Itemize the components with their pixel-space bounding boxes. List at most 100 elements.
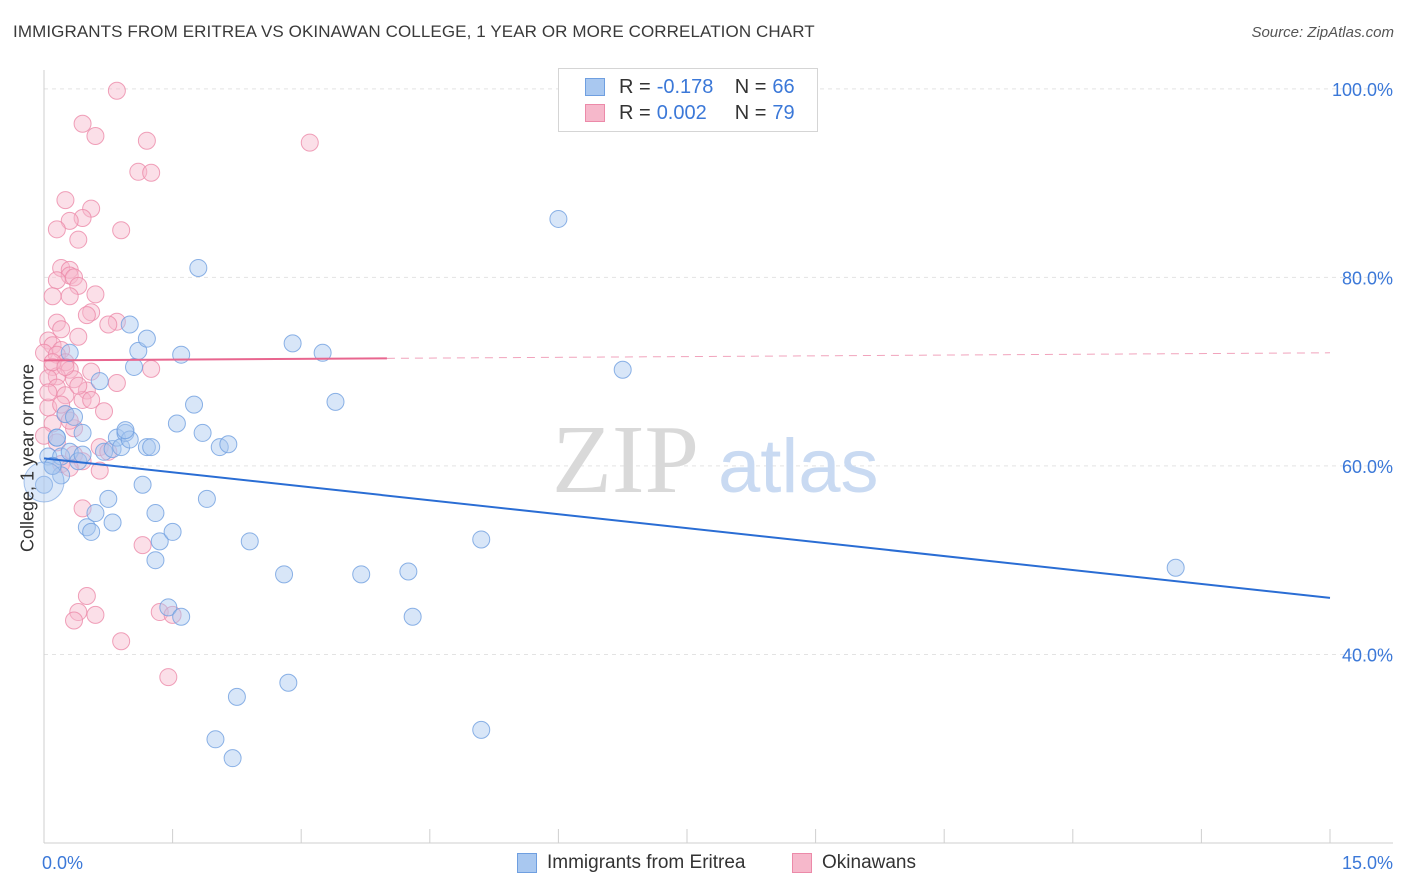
okinawans-point [86,605,105,624]
eritrea-point [116,421,135,440]
legend-r-value: 0.002 [656,101,707,124]
legend-r-label: R = [619,101,651,124]
okinawans-point [39,383,58,402]
legend-row-okinawans: R = 0.002 N = 79 [585,100,795,126]
legend-item-eritrea[interactable]: Immigrants from Eritrea [517,852,745,874]
x-tick-label: 15.0% [1342,853,1393,873]
okinawans-point [90,461,109,480]
eritrea-point [163,522,182,541]
okinawans-point [107,81,126,100]
legend-n-value: 79 [772,101,795,124]
eritrea-point [120,430,139,449]
eritrea-point [150,532,169,551]
okinawans-point [69,603,88,622]
eritrea-point [99,489,118,508]
okinawans-point [137,131,156,150]
okinawans-point [142,359,161,378]
legend-swatch-blue [517,853,537,873]
eritrea-point [352,565,371,584]
eritrea-point [35,475,53,494]
eritrea-point [613,360,632,379]
okinawans-trend-line [43,357,387,362]
eritrea-point [82,522,101,541]
legend-label-okinawans: Okinawans [822,852,916,873]
eritrea-point [549,209,568,228]
okinawans-point [300,133,319,152]
legend-label-eritrea: Immigrants from Eritrea [547,852,746,873]
eritrea-points [23,209,1185,768]
okinawans-point [99,315,118,334]
okinawans-point [69,376,88,395]
watermark-atlas: atlas [718,424,879,509]
okinawans-point [159,668,178,687]
eritrea-point [60,343,79,362]
okinawans-points [35,81,319,687]
eritrea-point [1166,558,1185,577]
eritrea-point [197,489,216,508]
eritrea-point [103,513,122,532]
okinawans-point [56,386,75,405]
okinawans-point [86,126,105,145]
axes [43,70,1393,844]
eritrea-point [240,532,259,551]
okinawans-point [52,320,71,339]
eritrea-point [206,730,225,749]
eritrea-point [185,395,204,414]
okinawans-point [52,395,71,414]
eritrea-point [137,438,156,457]
eritrea-point [90,372,109,391]
okinawans-point [69,327,88,346]
legend-r-label: R = [619,75,651,98]
okinawans-point [77,587,96,606]
eritrea-point [313,343,332,362]
okinawans-point [47,220,66,239]
eritrea-point [39,447,58,466]
legend-n-value: 66 [772,75,795,98]
eritrea-point [193,423,212,442]
eritrea-point [326,392,345,411]
okinawans-point [43,357,62,376]
eritrea-point [283,334,302,353]
y-tick-labels: 100.0% 80.0% 60.0% 40.0% [1332,80,1393,666]
y-tick-label: 40.0% [1342,645,1393,665]
y-tick-label: 60.0% [1342,457,1393,477]
eritrea-point [227,687,246,706]
eritrea-point [43,456,62,475]
eritrea-point [65,407,84,426]
okinawans-point [77,381,96,400]
legend-swatch-blue [585,78,605,96]
legend-n-label: N = [734,101,767,124]
watermark: ZIP atlas [552,406,879,514]
eritrea-point [167,414,186,433]
eritrea-point [472,530,491,549]
legend-row-eritrea: R = -0.178 N = 66 [585,74,795,100]
okinawans-point [69,230,88,249]
eritrea-point [142,438,161,457]
okinawans-point [43,287,62,306]
okinawans-point [43,414,62,433]
okinawans-point [47,433,66,452]
okinawans-point [65,268,84,287]
legend-item-okinawans[interactable]: Okinawans [792,852,916,874]
eritrea-point [73,445,92,464]
eritrea-point [86,504,105,523]
eritrea-point [125,357,144,376]
eritrea-point [172,345,191,364]
y-tick-label: 80.0% [1342,268,1393,288]
okinawans-point [142,163,161,182]
eritrea-point [399,562,418,581]
okinawans-point [82,390,101,409]
series-legend: Immigrants from Eritrea Okinawans [0,852,1406,876]
source-label: Source: ZipAtlas.com [1251,24,1394,41]
legend-swatch-pink [585,104,605,122]
eritrea-point [223,749,242,768]
eritrea-point [403,607,422,626]
eritrea-point [159,598,178,617]
okinawans-point [73,114,92,133]
okinawans-point [77,306,96,325]
eritrea-point [73,423,92,442]
okinawans-point [47,271,66,290]
eritrea-point [279,673,298,692]
eritrea-point [137,329,156,348]
